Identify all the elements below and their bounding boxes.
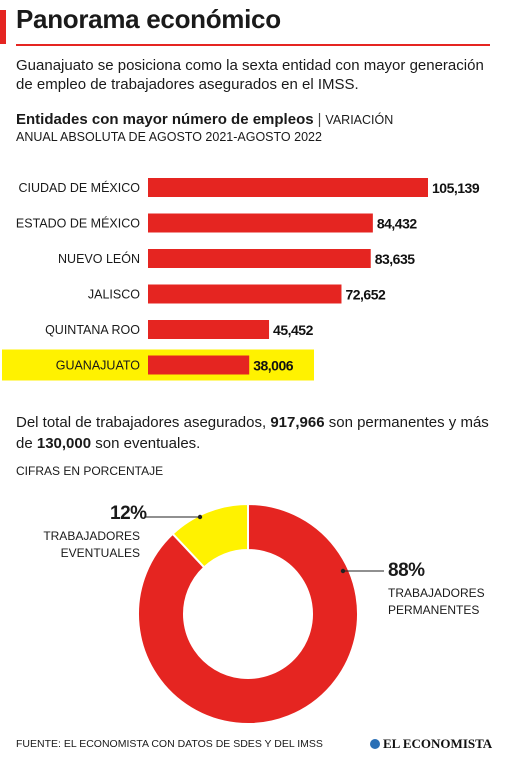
brand-name: EL ECONOMISTA [383,736,493,751]
data-label: 72,652 [345,287,386,303]
slice-name-eventuales-line1: TRABAJADORES [43,529,140,543]
bar [148,284,342,304]
summary-text-1: Del total de trabajadores asegurados, [16,414,271,431]
summary-eventuales: 130,000 [36,435,92,452]
bar-chart: CIUDAD DE MÉXICO 105,139 ESTADO DE MÉXICO 8… [2,178,480,381]
slice-name-eventuales: TRABAJADORES EVENTUALES [16,528,140,562]
bar [148,355,250,375]
category-label: CIUDAD DE MÉXICO [18,180,140,195]
bar [148,320,270,339]
title-rule [16,44,490,46]
category-label: QUINTANA ROO [45,323,140,337]
slice-name-permanentes-line1: TRABAJADORES [388,586,485,600]
slice-name-permanentes-line2: PERMANENTES [388,603,480,617]
slice-name-eventuales-line2: EVENTUALES [60,546,140,560]
bar-chart-title: Entidades con mayor número de empleos | … [16,111,496,146]
data-label: 83,635 [375,251,416,267]
summary-text: Del total de trabajadores asegurados, 91… [16,412,496,454]
page-subtitle: Guanajuato se posiciona como la sexta en… [16,57,484,93]
bar-chart-subtitle-1: VARIACIÓN [325,113,394,127]
bar [148,178,428,197]
data-label: 45,452 [273,322,314,338]
data-label: 105,139 [432,180,480,196]
title-accent-bar [0,10,6,44]
summary-text-2: son permanentes y más de [16,414,489,452]
bar-chart-separator: | [317,112,322,128]
units-label: CIFRAS EN PORCENTAJE [16,464,164,478]
bar-chart-subtitle-2: ANUAL ABSOLUTA DE AGOSTO 2021-AGOSTO 202… [16,130,322,144]
category-label: GUANAJUATO [56,359,141,373]
donut-slice [137,502,359,725]
data-label: 84,432 [377,216,418,232]
category-label: ESTADO DE MÉXICO [16,216,140,231]
slice-label-permanentes: 88% [388,560,425,581]
bar [148,213,373,233]
brand-mark-icon [370,739,380,749]
page-title: Panorama económico [16,4,281,34]
data-label: 38,006 [253,358,294,374]
summary-text-3: son eventuales. [91,435,201,452]
bar [148,249,371,268]
bar-chart-heading: Entidades con mayor número de empleos [16,111,314,128]
slice-name-permanentes: TRABAJADORES PERMANENTES [388,585,498,619]
brand-logo: EL ECONOMISTA [370,736,492,752]
category-label: NUEVO LEÓN [58,251,140,266]
category-label: JALISCO [88,288,140,302]
donut-chart [137,502,359,725]
donut-slice [171,502,249,569]
slice-label-eventuales: 12% [110,503,147,524]
source-note: FUENTE: EL ECONOMISTA CON DATOS DE SDES … [16,738,323,750]
summary-permanentes: 917,966 [270,414,325,431]
